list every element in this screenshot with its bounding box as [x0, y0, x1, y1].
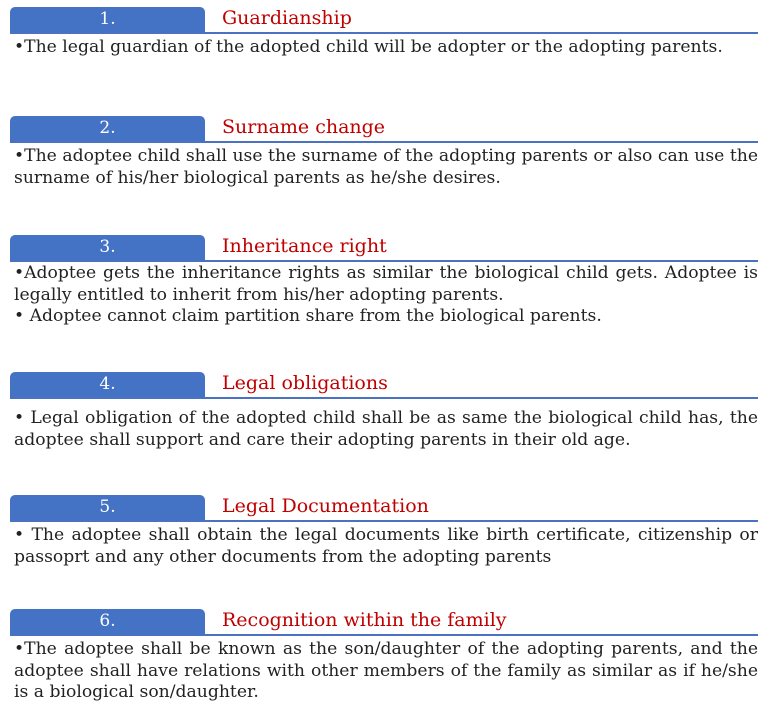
bullet-text: • Adoptee cannot claim partition share f…	[14, 306, 602, 326]
section-legal-documentation: 5. Legal Documentation • The adoptee sha…	[10, 495, 758, 568]
bullet-text: • Legal obligation of the adopted child …	[14, 408, 758, 450]
section-guardianship: 1. Guardianship •The legal guardian of t…	[10, 7, 758, 59]
section-recognition-within-family: 6. Recognition within the family •The ad…	[10, 609, 758, 704]
section-header: 5. Legal Documentation	[10, 495, 758, 522]
section-title: Inheritance right	[222, 235, 387, 257]
section-header: 4. Legal obligations	[10, 372, 758, 399]
section-header: 1. Guardianship	[10, 7, 758, 34]
bullet-text: •The adoptee shall be known as the son/d…	[14, 639, 758, 702]
bullet-text: • The adoptee shall obtain the legal doc…	[14, 525, 758, 567]
bullet-text: •Adoptee gets the inheritance rights as …	[14, 263, 758, 305]
section-header: 2. Surname change	[10, 116, 758, 143]
section-title: Legal obligations	[222, 372, 388, 394]
section-number-tab: 5.	[10, 495, 205, 520]
section-header: 6. Recognition within the family	[10, 609, 758, 636]
section-title: Surname change	[222, 116, 386, 138]
section-inheritance-right: 3. Inheritance right •Adoptee gets the i…	[10, 235, 758, 328]
section-title: Legal Documentation	[222, 495, 429, 517]
section-title: Recognition within the family	[222, 609, 507, 631]
section-number-tab: 6.	[10, 609, 205, 634]
section-number-tab: 3.	[10, 235, 205, 260]
section-number-tab: 4.	[10, 372, 205, 397]
section-surname-change: 2. Surname change •The adoptee child sha…	[10, 116, 758, 189]
section-legal-obligations: 4. Legal obligations • Legal obligation …	[10, 372, 758, 451]
section-title: Guardianship	[222, 7, 352, 29]
bullet-text: •The legal guardian of the adopted child…	[14, 37, 723, 57]
bullet-text: •The adoptee child shall use the surname…	[14, 146, 758, 188]
section-number-tab: 1.	[10, 7, 205, 32]
section-header: 3. Inheritance right	[10, 235, 758, 262]
section-number-tab: 2.	[10, 116, 205, 141]
